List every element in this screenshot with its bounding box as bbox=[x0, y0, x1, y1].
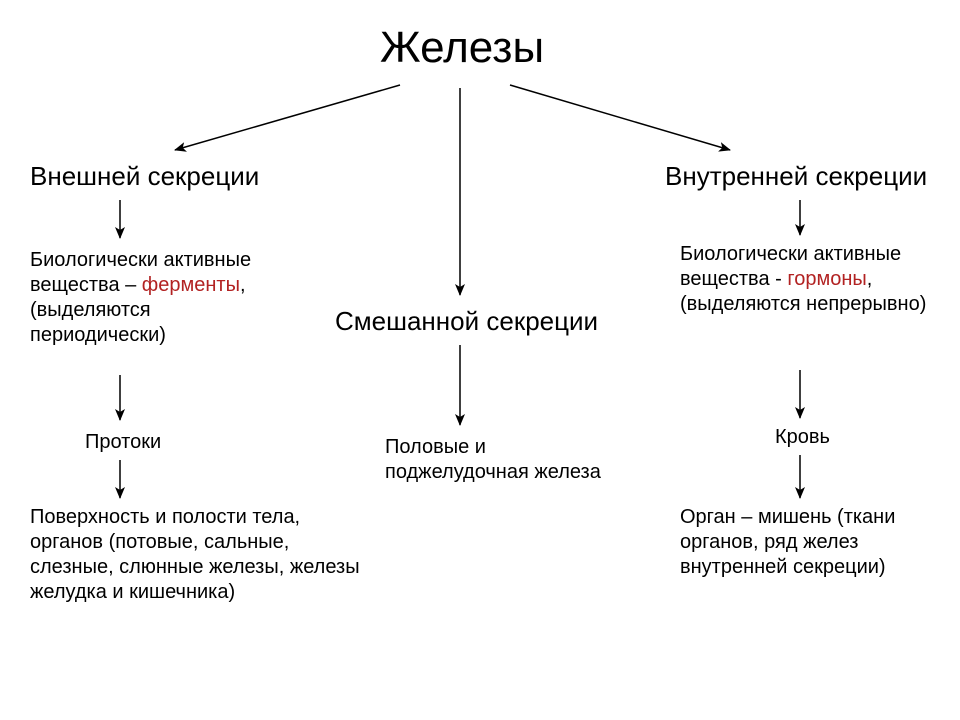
arrows-layer bbox=[0, 0, 960, 720]
text-blood: Кровь bbox=[775, 425, 830, 450]
text-mixed-glands: Половые и поджелудочная железа bbox=[385, 435, 605, 485]
heading-internal-secretion: Внутренней секреции bbox=[665, 160, 927, 193]
heading-external-secretion: Внешней секреции bbox=[30, 160, 259, 193]
arrow bbox=[510, 85, 730, 150]
text-external-targets: Поверхность и полости тела, органов (пот… bbox=[30, 505, 360, 605]
text-external-bio-active: Биологически активные вещества – фермент… bbox=[30, 248, 290, 348]
text-external-enzymes: ферменты bbox=[142, 274, 240, 296]
diagram-title: Железы bbox=[380, 20, 544, 75]
heading-mixed-secretion: Смешанной секреции bbox=[335, 305, 598, 338]
text-ducts: Протоки bbox=[85, 430, 161, 455]
arrow bbox=[175, 85, 400, 150]
text-internal-bio-active: Биологически активные вещества - гормоны… bbox=[680, 242, 940, 317]
text-internal-hormones: гормоны bbox=[787, 268, 866, 290]
text-internal-targets: Орган – мишень (ткани органов, ряд желез… bbox=[680, 505, 950, 580]
